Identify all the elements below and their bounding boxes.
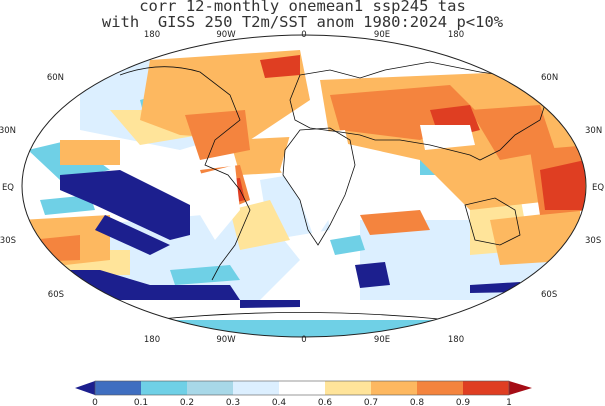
colorbar-segment [463,381,509,395]
colorbar-label: 0.7 [364,398,378,406]
bottom-lon-label: 180 [144,335,160,345]
colorbar-label: 1 [506,398,512,406]
insignificant-land [195,125,475,240]
bottom-lon-label: 90W [216,335,236,345]
right-lat-label: 30S [585,236,601,246]
colorbar-segment [95,381,141,395]
colorbar-segment [371,381,417,395]
globe-outline [21,34,587,338]
title-line-2: with GISS 250 T2m/SST anom 1980:2024 p<1… [101,13,504,31]
colorbar-low-arrow [75,381,95,395]
colorbar-segment [325,381,371,395]
left-lat-label: 30S [0,236,16,246]
right-lat-label: 60S [541,290,557,300]
colorbar-label: 0.2 [180,398,194,406]
colorbar-high-arrow [509,381,532,395]
left-lat-label: 60S [48,290,64,300]
colorbar-segment [279,381,325,395]
colorbar-segment [417,381,463,395]
colorbar: 0 0.1 0.2 0.3 0.4 0.6 0.7 0.8 0.9 1 [75,380,532,406]
coastlines [119,61,549,321]
colorbar-label: 0.4 [272,398,287,406]
colorbar-label: 0.3 [226,398,240,406]
bottom-lon-label: 0 [301,335,306,345]
top-lon-label: 90W [216,30,236,40]
axis-labels: 180 90W 0 90E 180 180 90W 0 90E 180 60N … [0,30,604,345]
dark-blue-regions [40,170,520,308]
right-lat-label: 30N [585,126,602,136]
colorbar-segment [233,381,279,395]
map-field [22,35,586,337]
colorbar-label: 0.8 [410,398,425,406]
right-lat-label: 60N [541,73,558,83]
colorbar-segment [141,381,187,395]
colorbar-label: 0.1 [134,398,148,406]
left-lat-label: 60N [47,73,64,83]
top-lon-label: 0 [301,30,306,40]
bottom-lon-label: 180 [448,335,464,345]
colorbar-label: 0 [92,398,98,406]
top-lon-label: 180 [448,30,464,40]
top-lon-label: 180 [144,30,160,40]
left-lat-label: 30N [0,126,16,136]
colorbar-label: 0.9 [456,398,471,406]
right-lat-label: EQ [592,183,604,193]
colorbar-label: 0.6 [318,398,333,406]
title-line-1: corr 12-monthly onemean1 ssp245 tas [139,0,466,15]
left-lat-label: EQ [2,183,14,193]
colorbar-segment [187,381,233,395]
top-lon-label: 90E [374,30,390,40]
bottom-lon-label: 90E [374,335,390,345]
